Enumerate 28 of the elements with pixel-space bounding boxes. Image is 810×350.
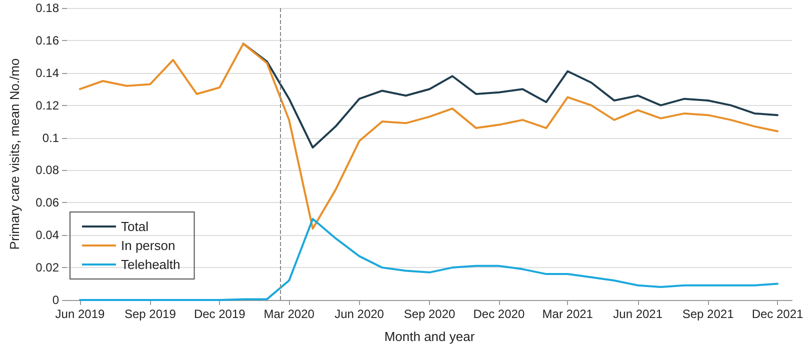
y-tick-label: 0.12 — [36, 98, 60, 112]
legend-label: Total — [121, 219, 149, 234]
legend-label: Telehealth — [121, 257, 180, 272]
y-tick-label: 0.18 — [36, 1, 60, 15]
x-tick-label: Jun 2021 — [613, 307, 663, 321]
x-tick-label: Jun 2019 — [55, 307, 105, 321]
y-tick-label: 0.02 — [36, 260, 60, 275]
x-tick-label: Sep 2020 — [404, 307, 456, 321]
x-tick-label: Dec 2021 — [752, 307, 804, 321]
x-axis-title: Month and year — [384, 329, 476, 344]
y-tick-label: 0.1 — [42, 130, 60, 145]
line-series — [78, 42, 778, 230]
x-tick-label: Dec 2019 — [194, 307, 246, 321]
y-tick-label: 0 — [52, 293, 60, 307]
line-series — [78, 218, 778, 301]
x-tick-label: Mar 2021 — [542, 307, 594, 321]
y-tick-label: 0.06 — [36, 196, 60, 210]
legend-label: In person — [121, 238, 176, 253]
x-tick-label: Dec 2020 — [473, 307, 525, 321]
y-tick-label: 0.16 — [36, 33, 60, 48]
x-tick-label: Jun 2020 — [334, 307, 384, 321]
y-tick-label: 0.04 — [36, 228, 60, 242]
y-axis-title: Primary care visits, mean No./mo — [7, 58, 22, 250]
x-tick-label: Mar 2020 — [264, 307, 315, 321]
y-tick-label: 0.08 — [36, 163, 60, 178]
x-tick-label: Sep 2019 — [124, 307, 176, 321]
y-tick-label: 0.14 — [36, 66, 60, 80]
x-tick-label: Sep 2021 — [682, 307, 734, 321]
